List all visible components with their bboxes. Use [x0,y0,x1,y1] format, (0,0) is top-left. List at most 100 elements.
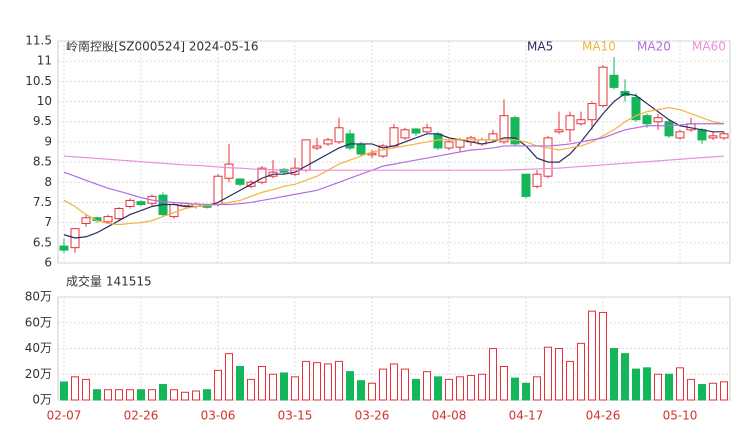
candle-body [389,127,399,147]
volume-bar [115,389,123,401]
candle-body [444,141,454,149]
volume-bar [687,378,695,401]
y-tick-label: 0万 [32,393,52,407]
candle-body [565,115,575,131]
chart-title: 岭南控股[SZ000524] 2024-05-16 [66,39,259,54]
candle-body [114,208,124,220]
volume-bar [390,363,398,401]
volume-bar [676,367,684,401]
candle-body [235,178,245,185]
candle-body [488,133,498,141]
volume-bar [159,384,167,401]
candle-body [411,128,421,134]
volume-bar [401,368,409,401]
candle-body [609,74,619,88]
volume-bar [456,376,464,401]
candle-body [312,145,322,149]
legend-entry: MA5 [527,40,553,54]
candle-body [554,129,564,133]
volume-bar [621,353,629,401]
volume-bar [533,376,541,401]
candle-body [532,173,542,187]
candle-body [719,133,729,139]
candle-body [697,129,707,141]
y-tick-label: 80万 [25,290,52,304]
volume-bar [225,353,233,401]
x-tick-label: 04-08 [432,409,467,423]
candle-body [257,167,267,183]
volume-bar [357,380,365,401]
candle-body [290,167,300,175]
volume-bar [192,390,200,401]
volume-bar [566,360,574,401]
candle-body [125,199,135,207]
candle-body [279,168,289,173]
candle-body [708,135,718,139]
candle-body [543,137,553,177]
candle-body [521,173,531,197]
candle-body [422,127,432,133]
volume-bar [126,389,134,401]
volume-bar [236,366,244,401]
x-tick-label: 03-06 [201,409,236,423]
volume-bar [500,366,508,401]
volume-bar [346,371,354,401]
y-tick-label: 6.5 [33,235,52,249]
candle-body [224,163,234,179]
volume-bar [104,389,112,401]
volume-bar [137,389,145,401]
volume-bar [511,377,519,401]
ma-line [63,155,725,171]
volume-bar [599,311,607,401]
candle-body [334,127,344,143]
x-tick-label: 04-17 [509,409,544,423]
volume-bar [489,348,497,401]
y-tick-label: 10.5 [25,74,52,88]
volume-bar [577,342,585,401]
volume-bar [181,391,189,401]
candle-body [675,131,685,139]
volume-bar [203,389,211,401]
volume-bar [555,348,563,401]
volume-bar [335,360,343,401]
candle-body [136,201,146,205]
volume-title: 成交量 141515 [66,274,152,289]
candle-body [345,133,355,149]
ma-line [63,106,725,226]
volume-bar [610,348,618,401]
x-tick-label: 04-26 [586,409,621,423]
volume-bar [82,378,90,401]
y-tick-label: 8.5 [33,155,52,169]
candle-body [598,66,608,107]
x-tick-label: 02-07 [47,409,82,423]
volume-bar [247,378,255,401]
volume-bar [423,371,431,401]
volume-bar [654,373,662,401]
volume-bar [544,346,552,401]
volume-bar [280,372,288,401]
x-tick-label: 03-15 [278,409,313,423]
volume-bar [313,362,321,401]
volume-bar [522,382,530,401]
candle-body [653,117,663,123]
volume-bar [709,382,717,401]
plot-frame [57,40,731,264]
volume-bar [170,389,178,401]
candle-body [103,216,113,223]
y-tick-label: 9 [44,134,52,148]
volume-bar [269,373,277,401]
volume-bar [214,369,222,401]
y-tick-label: 40万 [25,341,52,355]
candle-body [400,129,410,139]
volume-bar [379,368,387,401]
candle-body [169,203,179,218]
y-tick-label: 7.5 [33,195,52,209]
y-tick-label: 7 [44,215,52,229]
candle-body [356,143,366,155]
y-tick-label: 8 [44,175,52,189]
y-tick-label: 11.5 [25,34,52,48]
x-tick-label: 02-26 [124,409,159,423]
candle-body [631,97,641,121]
candle-body [664,121,674,137]
